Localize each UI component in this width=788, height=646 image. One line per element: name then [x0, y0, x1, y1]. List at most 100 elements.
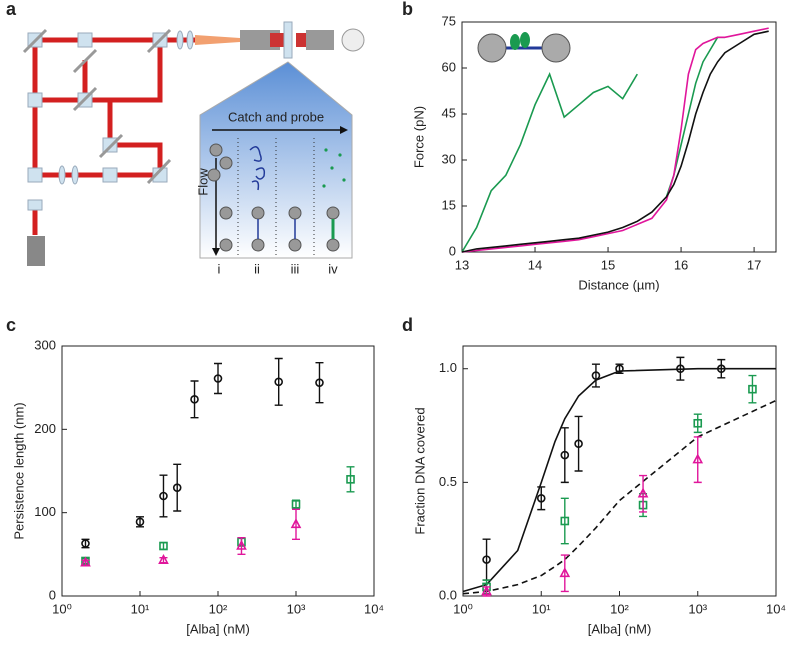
lane-dividers — [237, 138, 315, 258]
y-tick-label: 45 — [442, 105, 456, 120]
dumbbell-inset — [477, 32, 571, 63]
marker — [291, 500, 301, 509]
error-bar — [560, 554, 569, 593]
x-tick-label: 16 — [674, 257, 688, 272]
fit-curve — [462, 367, 776, 593]
error-bar — [214, 362, 222, 395]
y-axis-label: Persistence length (nm) — [11, 402, 26, 539]
y-tick-label: 15 — [442, 197, 456, 212]
x-tick-label: 13 — [455, 257, 469, 272]
y-tick-label: 30 — [442, 151, 456, 166]
marker — [692, 453, 704, 464]
panel-label: d — [402, 315, 413, 335]
y-tick-label: 0.5 — [439, 474, 457, 489]
error-bar — [748, 374, 757, 404]
marker — [574, 439, 583, 449]
plot-frame — [461, 21, 777, 253]
data-line — [461, 27, 769, 253]
x-tick-label: 10³ — [287, 601, 306, 616]
x-tick-label: 10¹ — [131, 601, 150, 616]
arrowhead — [340, 126, 348, 134]
error-bar — [346, 466, 355, 493]
dna — [249, 146, 296, 239]
x-tick-label: 10¹ — [532, 601, 551, 616]
objectives — [240, 21, 365, 59]
marker — [236, 539, 247, 550]
marker — [274, 377, 283, 387]
fit-curve — [462, 399, 777, 595]
error-bar — [591, 363, 600, 388]
panel-label: a — [6, 0, 17, 19]
error-bar — [159, 474, 168, 518]
x-tick-label: 10⁴ — [766, 601, 786, 616]
y-tick-label: 0 — [449, 243, 456, 258]
marker — [172, 483, 182, 492]
step-label: i — [218, 261, 221, 276]
flow-label: Flow — [195, 168, 210, 196]
y-tick-label: 1.0 — [439, 360, 457, 375]
x-tick-label: 10² — [610, 601, 629, 616]
error-bar — [676, 356, 685, 381]
marker — [748, 384, 757, 394]
error-bar — [717, 358, 726, 379]
marker — [190, 395, 199, 404]
error-bar — [190, 380, 199, 419]
caption: Catch and probe — [228, 109, 324, 124]
laser — [27, 236, 45, 266]
marker — [591, 371, 601, 380]
marker — [615, 364, 624, 374]
arrowhead — [212, 248, 220, 256]
x-axis-label: [Alba] (nM) — [588, 621, 652, 636]
y-tick-label: 200 — [34, 421, 56, 436]
mirrors — [22, 28, 172, 185]
y-tick-label: 0.0 — [439, 587, 457, 602]
proteins — [322, 148, 346, 188]
data-line — [461, 36, 725, 253]
panel-label: c — [6, 315, 16, 335]
marker — [717, 364, 726, 374]
y-axis-label: Force (pN) — [411, 106, 426, 168]
x-tick-label: 10⁴ — [364, 601, 384, 616]
panel-label: b — [402, 0, 413, 19]
marker — [159, 491, 168, 501]
error-bar — [693, 436, 702, 484]
error-bar — [574, 415, 583, 472]
y-tick-label: 75 — [442, 13, 456, 28]
x-tick-label: 10² — [209, 601, 228, 616]
y-tick-label: 60 — [442, 59, 456, 74]
marker — [637, 487, 649, 498]
flow-cell — [199, 61, 353, 259]
marker — [481, 585, 492, 596]
marker — [693, 418, 703, 428]
error-bar — [639, 474, 648, 513]
marker — [560, 516, 570, 526]
y-tick-label: 100 — [34, 504, 56, 519]
y-axis-label: Fraction DNA covered — [412, 407, 427, 534]
marker — [536, 493, 546, 503]
marker — [81, 539, 90, 548]
marker — [482, 555, 491, 564]
x-axis-label: [Alba] (nM) — [186, 621, 250, 636]
marker — [559, 567, 571, 578]
marker — [560, 450, 570, 460]
beam-cone — [195, 35, 240, 45]
error-bar — [274, 357, 283, 406]
marker — [80, 556, 91, 567]
step-label: ii — [254, 261, 260, 276]
x-tick-label: 14 — [528, 257, 542, 272]
y-tick-label: 300 — [34, 337, 56, 352]
marker — [158, 553, 169, 564]
marker — [213, 374, 223, 383]
marker — [346, 475, 355, 484]
x-tick-label: 17 — [747, 257, 761, 272]
error-bar — [560, 427, 569, 484]
error-bar — [693, 413, 702, 434]
data-line — [461, 30, 769, 253]
x-tick-label: 15 — [601, 257, 615, 272]
marker — [159, 541, 168, 551]
step-label: iii — [291, 261, 300, 276]
marker — [290, 518, 302, 529]
marker — [315, 378, 324, 387]
x-axis-label: Distance (µm) — [578, 277, 659, 292]
